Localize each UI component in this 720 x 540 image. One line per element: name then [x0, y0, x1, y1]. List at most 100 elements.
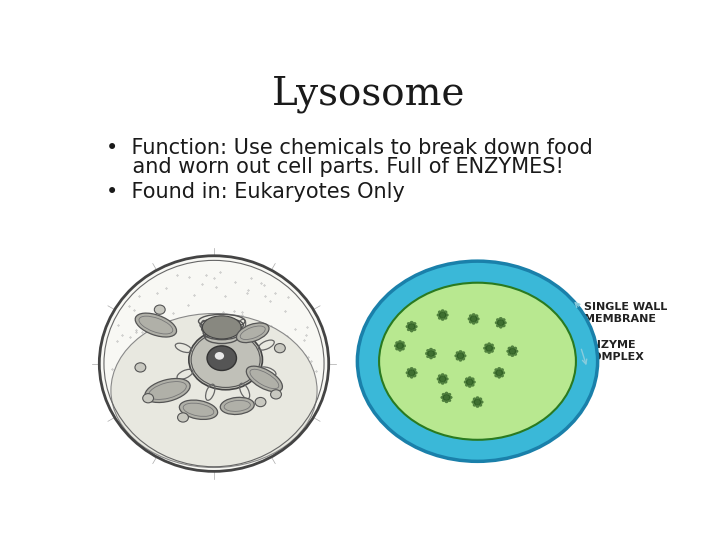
Ellipse shape — [492, 347, 495, 349]
Ellipse shape — [383, 286, 572, 436]
Ellipse shape — [475, 320, 478, 323]
Ellipse shape — [441, 396, 444, 399]
Text: •  Found in: Eukaryotes Only: • Found in: Eukaryotes Only — [106, 182, 405, 202]
Ellipse shape — [496, 325, 500, 327]
Ellipse shape — [448, 393, 451, 396]
Ellipse shape — [220, 397, 254, 415]
Ellipse shape — [383, 286, 572, 436]
Ellipse shape — [382, 285, 573, 438]
Ellipse shape — [515, 350, 518, 353]
Ellipse shape — [413, 322, 416, 325]
Ellipse shape — [468, 318, 471, 320]
Ellipse shape — [495, 370, 503, 376]
Ellipse shape — [472, 322, 475, 325]
Ellipse shape — [398, 349, 402, 352]
Ellipse shape — [509, 348, 516, 354]
Ellipse shape — [465, 383, 469, 386]
Ellipse shape — [414, 325, 418, 328]
Ellipse shape — [500, 368, 504, 371]
Ellipse shape — [490, 344, 494, 347]
Ellipse shape — [271, 390, 282, 399]
Ellipse shape — [408, 324, 415, 329]
Ellipse shape — [459, 350, 462, 353]
Ellipse shape — [472, 381, 475, 383]
Ellipse shape — [382, 285, 573, 437]
Ellipse shape — [135, 363, 145, 372]
Ellipse shape — [508, 347, 511, 350]
Ellipse shape — [479, 403, 482, 407]
Ellipse shape — [99, 256, 329, 471]
Ellipse shape — [469, 315, 472, 318]
Ellipse shape — [455, 354, 458, 357]
Ellipse shape — [395, 347, 399, 350]
Ellipse shape — [508, 353, 511, 355]
Ellipse shape — [111, 314, 317, 468]
Ellipse shape — [433, 352, 437, 355]
Ellipse shape — [476, 396, 479, 399]
Ellipse shape — [438, 316, 441, 319]
Ellipse shape — [472, 313, 475, 316]
Ellipse shape — [442, 393, 445, 396]
Ellipse shape — [179, 400, 217, 420]
Ellipse shape — [379, 284, 575, 439]
Ellipse shape — [470, 316, 477, 322]
Ellipse shape — [426, 349, 430, 352]
Ellipse shape — [456, 352, 459, 354]
Ellipse shape — [502, 319, 505, 321]
Ellipse shape — [503, 321, 506, 324]
Ellipse shape — [382, 285, 573, 437]
Ellipse shape — [145, 379, 190, 402]
Ellipse shape — [154, 305, 165, 314]
Ellipse shape — [380, 284, 575, 438]
Ellipse shape — [255, 397, 266, 407]
Ellipse shape — [236, 323, 269, 342]
Ellipse shape — [474, 399, 481, 405]
Ellipse shape — [433, 355, 436, 358]
Ellipse shape — [414, 372, 418, 374]
Ellipse shape — [445, 314, 449, 316]
Ellipse shape — [444, 316, 447, 319]
Ellipse shape — [382, 285, 574, 438]
Ellipse shape — [468, 385, 472, 388]
Text: ENZYME
COMPLEX: ENZYME COMPLEX — [585, 340, 644, 362]
Ellipse shape — [510, 354, 514, 357]
Ellipse shape — [439, 376, 446, 382]
Ellipse shape — [487, 342, 491, 346]
Ellipse shape — [438, 381, 441, 383]
Ellipse shape — [459, 359, 462, 361]
Ellipse shape — [437, 314, 440, 316]
Ellipse shape — [471, 377, 474, 381]
Ellipse shape — [438, 310, 441, 314]
Ellipse shape — [442, 399, 445, 402]
Ellipse shape — [381, 285, 574, 438]
Ellipse shape — [498, 376, 501, 379]
Ellipse shape — [510, 346, 514, 348]
Ellipse shape — [380, 284, 575, 439]
Ellipse shape — [462, 357, 465, 360]
Ellipse shape — [449, 396, 452, 399]
Ellipse shape — [445, 377, 449, 380]
Ellipse shape — [408, 370, 415, 376]
Ellipse shape — [382, 285, 573, 437]
Ellipse shape — [480, 401, 483, 403]
Ellipse shape — [379, 283, 575, 440]
Ellipse shape — [500, 374, 504, 377]
Ellipse shape — [469, 320, 472, 323]
Ellipse shape — [398, 340, 402, 343]
Ellipse shape — [429, 356, 433, 359]
Ellipse shape — [397, 343, 403, 349]
Ellipse shape — [383, 286, 572, 437]
Ellipse shape — [382, 285, 572, 437]
Ellipse shape — [402, 345, 406, 347]
Ellipse shape — [384, 287, 571, 436]
Ellipse shape — [487, 351, 491, 354]
Ellipse shape — [437, 377, 440, 380]
Ellipse shape — [471, 383, 474, 386]
Ellipse shape — [475, 315, 478, 318]
Ellipse shape — [498, 320, 504, 326]
Ellipse shape — [407, 368, 410, 371]
Ellipse shape — [413, 328, 416, 331]
Text: •  Function: Use chemicals to break down food: • Function: Use chemicals to break down … — [106, 138, 593, 158]
Ellipse shape — [407, 328, 410, 331]
Ellipse shape — [384, 287, 571, 436]
